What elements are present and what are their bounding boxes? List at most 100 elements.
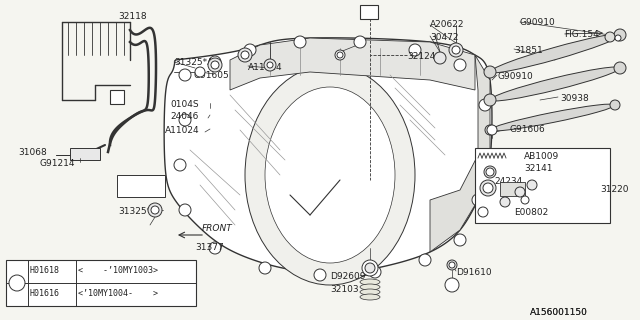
Circle shape	[174, 159, 186, 171]
Text: G91108: G91108	[128, 185, 164, 194]
Circle shape	[445, 278, 459, 292]
Text: 24046: 24046	[170, 112, 198, 121]
Circle shape	[241, 51, 249, 59]
Ellipse shape	[490, 104, 615, 131]
Text: E00802: E00802	[514, 208, 548, 217]
Text: A156001150: A156001150	[530, 308, 588, 317]
Circle shape	[515, 187, 525, 197]
Ellipse shape	[265, 87, 395, 263]
Circle shape	[449, 262, 455, 268]
Text: A156001150: A156001150	[530, 308, 588, 317]
Circle shape	[362, 260, 378, 276]
Circle shape	[484, 94, 496, 106]
Text: D92609: D92609	[330, 272, 365, 281]
Text: 24234: 24234	[494, 177, 522, 186]
Circle shape	[267, 62, 273, 68]
Ellipse shape	[245, 65, 415, 285]
Circle shape	[447, 260, 457, 270]
Circle shape	[419, 254, 431, 266]
Text: 0104S: 0104S	[170, 100, 198, 109]
PathPatch shape	[164, 38, 492, 273]
Text: 31851: 31851	[514, 46, 543, 55]
Bar	[360, 5, 378, 19]
Circle shape	[483, 183, 493, 193]
Circle shape	[209, 56, 221, 68]
Ellipse shape	[360, 294, 380, 300]
Circle shape	[151, 206, 159, 214]
Text: 31377: 31377	[195, 243, 224, 252]
Text: G91214: G91214	[40, 159, 76, 168]
Text: 32141: 32141	[524, 164, 552, 173]
Text: A20622: A20622	[430, 20, 465, 29]
Circle shape	[614, 62, 626, 74]
Text: 32103: 32103	[330, 285, 358, 294]
Bar	[70, 148, 100, 160]
Text: <    -’10MY1003>: < -’10MY1003>	[78, 266, 158, 275]
Text: 30938: 30938	[560, 94, 589, 103]
Ellipse shape	[490, 67, 620, 101]
Text: H01618: H01618	[30, 266, 60, 275]
Circle shape	[480, 180, 496, 196]
Circle shape	[527, 180, 537, 190]
Circle shape	[500, 197, 510, 207]
Circle shape	[434, 52, 446, 64]
Text: G91605: G91605	[194, 71, 230, 80]
Circle shape	[485, 125, 495, 135]
Circle shape	[259, 262, 271, 274]
Circle shape	[454, 59, 466, 71]
Bar	[117, 175, 165, 197]
Circle shape	[208, 58, 222, 72]
Circle shape	[472, 194, 484, 206]
Circle shape	[479, 99, 491, 111]
Circle shape	[452, 46, 460, 54]
Text: FIG.154: FIG.154	[564, 30, 599, 39]
Circle shape	[605, 32, 615, 42]
Circle shape	[148, 203, 162, 217]
Text: 31220: 31220	[600, 185, 628, 194]
Circle shape	[244, 44, 256, 56]
Text: H01616: H01616	[30, 289, 60, 298]
Circle shape	[314, 269, 326, 281]
Bar	[110, 90, 124, 104]
Circle shape	[409, 44, 421, 56]
Circle shape	[335, 50, 345, 60]
Circle shape	[449, 43, 463, 57]
Text: 31325*A: 31325*A	[174, 58, 213, 67]
Circle shape	[337, 52, 343, 58]
Circle shape	[354, 36, 366, 48]
Text: ①: ①	[13, 278, 21, 287]
Ellipse shape	[360, 289, 380, 295]
Ellipse shape	[490, 34, 620, 73]
Circle shape	[610, 100, 620, 110]
Circle shape	[179, 69, 191, 81]
Polygon shape	[230, 38, 475, 90]
Circle shape	[487, 125, 497, 135]
Circle shape	[479, 149, 491, 161]
Bar	[500, 182, 525, 196]
Circle shape	[264, 59, 276, 71]
Circle shape	[521, 196, 529, 204]
Circle shape	[179, 204, 191, 216]
Circle shape	[179, 114, 191, 126]
Text: G90910: G90910	[520, 18, 556, 27]
Text: A11024: A11024	[165, 126, 200, 135]
Text: G91606: G91606	[510, 125, 546, 134]
Text: ①: ①	[447, 280, 456, 290]
Polygon shape	[430, 55, 490, 252]
Text: 32124: 32124	[407, 52, 435, 61]
Circle shape	[9, 275, 25, 291]
Circle shape	[486, 168, 494, 176]
Circle shape	[484, 166, 496, 178]
Text: <’10MY1004-    >: <’10MY1004- >	[78, 289, 158, 298]
Text: AB1009: AB1009	[524, 152, 559, 161]
Circle shape	[615, 35, 621, 41]
Text: A11024: A11024	[248, 63, 283, 72]
Text: D91610: D91610	[456, 268, 492, 277]
Circle shape	[195, 67, 205, 77]
Text: 32118: 32118	[118, 12, 147, 21]
Text: A: A	[365, 5, 372, 15]
Circle shape	[478, 207, 488, 217]
Bar	[6, 260, 196, 306]
Ellipse shape	[360, 279, 380, 285]
Ellipse shape	[360, 284, 380, 290]
